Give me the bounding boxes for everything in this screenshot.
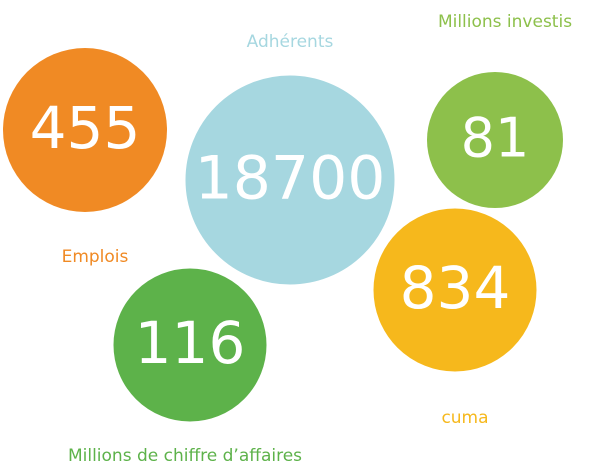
bubble-label: Millions investis xyxy=(438,12,572,32)
bubble-value: 455 xyxy=(30,94,141,162)
bubble-label: Emplois xyxy=(62,247,129,267)
bubble xyxy=(110,265,270,425)
bubble-label: Adhérents xyxy=(247,32,334,52)
bubble-value: 81 xyxy=(461,107,530,170)
bubble-value: 116 xyxy=(135,309,246,377)
bubble xyxy=(3,48,167,212)
bubble-value: 834 xyxy=(400,254,511,322)
bubble-label: cuma xyxy=(441,408,488,428)
bubble-label: Millions de chiffre d’affaires xyxy=(68,446,302,466)
bubble xyxy=(370,205,540,375)
bubble-value: 18700 xyxy=(195,144,386,214)
bubble xyxy=(427,72,563,208)
bubble xyxy=(182,72,398,288)
